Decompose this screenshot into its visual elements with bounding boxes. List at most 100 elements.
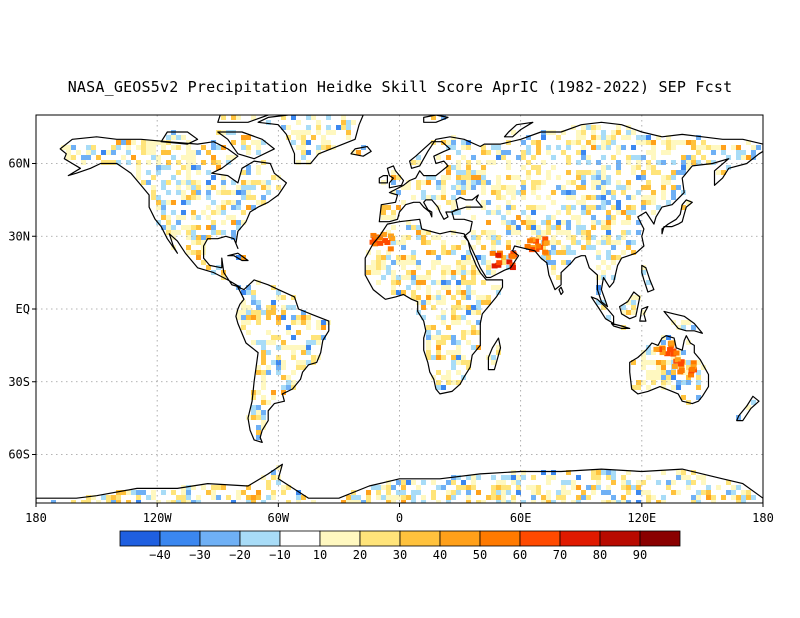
skill-cell	[296, 490, 301, 495]
skill-cell	[416, 300, 421, 305]
skill-cell	[451, 275, 456, 280]
skill-cell	[641, 380, 646, 385]
skill-cell	[461, 355, 466, 360]
skill-cell	[666, 145, 671, 150]
coastline-japan	[661, 199, 693, 235]
skill-cell	[446, 140, 451, 145]
skill-cell	[661, 190, 666, 195]
skill-cell	[151, 140, 156, 145]
skill-cell	[191, 190, 196, 195]
skill-cell	[606, 490, 611, 495]
skill-cell	[116, 140, 121, 145]
skill-cell	[686, 165, 691, 170]
skill-cell	[541, 160, 546, 165]
skill-cell	[161, 210, 166, 215]
skill-cell	[251, 315, 256, 320]
skill-cell	[266, 315, 271, 320]
skill-cell	[411, 295, 416, 300]
skill-cell	[576, 495, 581, 500]
skill-cell	[636, 140, 641, 145]
skill-cell	[546, 150, 551, 155]
skill-cell	[616, 160, 621, 165]
colorbar-bin	[159, 530, 201, 547]
skill-cell	[391, 240, 396, 245]
skill-cell	[381, 260, 386, 265]
hotspot-north-australia	[653, 346, 660, 352]
skill-cell	[431, 115, 436, 120]
skill-cell	[256, 435, 261, 440]
skill-cell	[456, 280, 461, 285]
skill-cell	[456, 485, 461, 490]
skill-cell	[696, 495, 701, 500]
skill-cell	[601, 145, 606, 150]
skill-cell	[651, 360, 656, 365]
skill-cell	[206, 180, 211, 185]
skill-cell	[321, 325, 326, 330]
skill-cell	[741, 150, 746, 155]
skill-cell	[441, 280, 446, 285]
skill-cell	[496, 195, 501, 200]
skill-cell	[281, 315, 286, 320]
skill-cell	[436, 485, 441, 490]
skill-cell	[586, 240, 591, 245]
skill-cell	[506, 205, 511, 210]
skill-cell	[261, 195, 266, 200]
skill-cell	[231, 215, 236, 220]
skill-cell	[491, 190, 496, 195]
skill-cell	[536, 235, 541, 240]
skill-cell	[566, 260, 571, 265]
skill-cell	[461, 275, 466, 280]
skill-cell	[396, 290, 401, 295]
skill-cell	[461, 145, 466, 150]
skill-cell	[461, 330, 466, 335]
skill-cell	[261, 360, 266, 365]
skill-cell	[446, 285, 451, 290]
skill-cell	[256, 370, 261, 375]
skill-cell	[126, 140, 131, 145]
skill-cell	[666, 335, 671, 340]
skill-cell	[391, 215, 396, 220]
skill-cell	[671, 375, 676, 380]
skill-cell	[541, 495, 546, 500]
skill-cell	[456, 350, 461, 355]
hotspot-north-africa	[373, 234, 380, 240]
skill-cell	[226, 495, 231, 500]
skill-cell	[671, 160, 676, 165]
skill-cell	[196, 165, 201, 170]
skill-cell	[696, 500, 701, 503]
skill-cell	[476, 240, 481, 245]
coastline-novaya-zemlya	[503, 121, 534, 138]
skill-cell	[721, 495, 726, 500]
skill-cell	[551, 190, 556, 195]
skill-cell	[431, 265, 436, 270]
skill-cell	[401, 480, 406, 485]
skill-cell	[621, 190, 626, 195]
skill-cell	[211, 145, 216, 150]
skill-cell	[596, 205, 601, 210]
skill-cell	[536, 165, 541, 170]
skill-cell	[521, 475, 526, 480]
skill-cell	[496, 490, 501, 495]
skill-cell	[456, 315, 461, 320]
skill-cell	[406, 285, 411, 290]
skill-cell	[456, 160, 461, 165]
skill-cell	[316, 120, 321, 125]
coastline-svalbard	[423, 115, 449, 123]
skill-cell	[301, 365, 306, 370]
skill-cell	[241, 190, 246, 195]
skill-cell	[476, 490, 481, 495]
skill-cell	[681, 320, 686, 325]
skill-cell	[81, 500, 86, 503]
skill-cell	[271, 310, 276, 315]
skill-cell	[586, 235, 591, 240]
skill-cell	[446, 375, 451, 380]
skill-cell	[611, 260, 616, 265]
skill-cell	[176, 185, 181, 190]
skill-cell	[416, 160, 421, 165]
skill-cell	[606, 230, 611, 235]
skill-cell	[486, 260, 491, 265]
skill-cell	[246, 315, 251, 320]
colorbar-label: −10	[269, 548, 291, 562]
skill-cell	[531, 230, 536, 235]
skill-cell	[746, 155, 751, 160]
